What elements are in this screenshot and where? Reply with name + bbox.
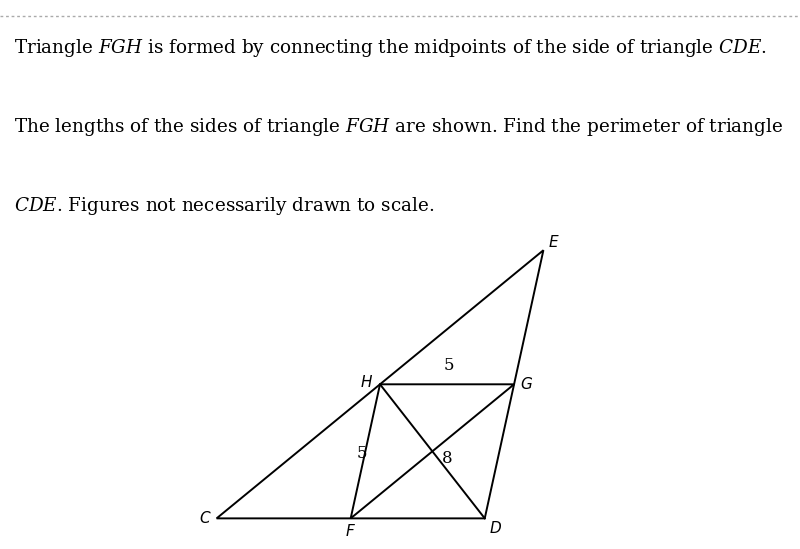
Text: $\mathit{G}$: $\mathit{G}$ xyxy=(520,376,533,393)
Text: Triangle $FGH$ is formed by connecting the midpoints of the side of triangle $CD: Triangle $FGH$ is formed by connecting t… xyxy=(14,37,767,59)
Text: $CDE$. Figures not necessarily drawn to scale.: $CDE$. Figures not necessarily drawn to … xyxy=(14,195,434,217)
Text: $\mathit{F}$: $\mathit{F}$ xyxy=(345,523,356,539)
Text: $\mathit{C}$: $\mathit{C}$ xyxy=(199,511,212,526)
Text: 5: 5 xyxy=(443,357,454,374)
Text: The lengths of the sides of triangle $FGH$ are shown. Find the perimeter of tria: The lengths of the sides of triangle $FG… xyxy=(14,116,784,138)
Text: 5: 5 xyxy=(357,445,367,462)
Text: $\mathit{H}$: $\mathit{H}$ xyxy=(360,374,373,390)
Text: $\mathit{D}$: $\mathit{D}$ xyxy=(489,520,502,536)
Text: $\mathit{E}$: $\mathit{E}$ xyxy=(549,234,560,250)
Text: 8: 8 xyxy=(442,450,452,467)
